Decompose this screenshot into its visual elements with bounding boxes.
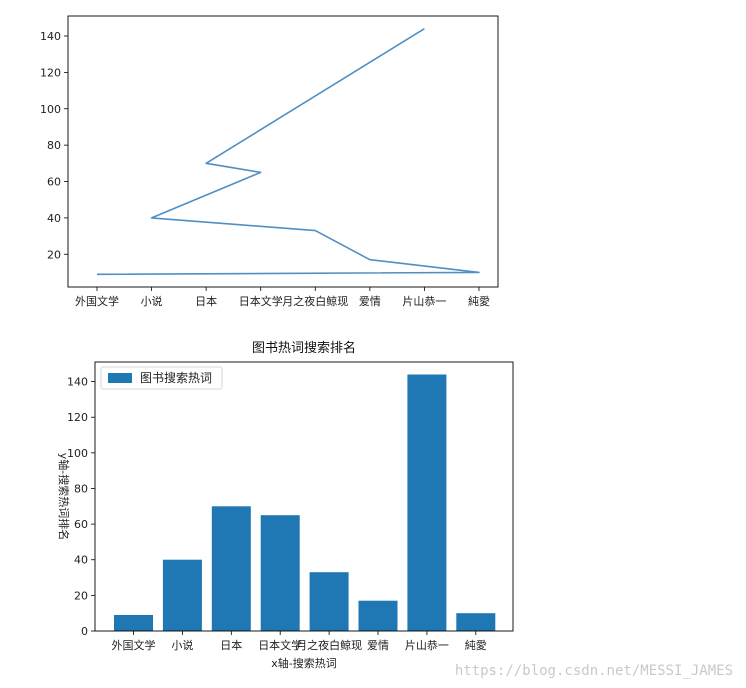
y-tick-label: 40: [74, 554, 88, 567]
bar: [456, 613, 496, 631]
y-tick-label: 120: [40, 66, 61, 79]
y-tick-label: 140: [40, 30, 61, 43]
y-tick-label: 80: [74, 482, 88, 495]
x-tick-label: 小说: [141, 294, 163, 308]
y-tick-label: 20: [74, 589, 88, 602]
x-tick-label: 片山恭一: [402, 295, 446, 308]
x-tick-label: 日本: [195, 294, 217, 308]
x-tick-label: 片山恭一: [405, 639, 449, 652]
plot-frame: [94, 361, 514, 632]
bar: [309, 572, 349, 631]
legend-box: [100, 366, 223, 390]
y-axis-label: y轴-搜索热词排名: [57, 453, 71, 540]
x-tick-label: 外国文学: [112, 638, 156, 652]
line-chart: 20 40 60 80 100 120 140 外国文学 小说 日本 日本文学 月之夜白鲸现 爱情 片山恭…: [40, 15, 499, 308]
x-tick-label: 純愛: [468, 295, 490, 308]
bar: [407, 374, 447, 631]
x-tick-label: 外国文学: [75, 294, 119, 308]
line-series: [96, 28, 480, 276]
x-tick-label: 月之夜白鲸现: [282, 294, 348, 308]
x-tick-label: 爱情: [367, 639, 389, 652]
bar: [358, 600, 398, 631]
plot-frame: [67, 15, 499, 288]
x-tick-label: 純愛: [465, 639, 487, 652]
x-tick-label: 小说: [171, 638, 193, 652]
y-tick-label: 120: [67, 411, 88, 424]
y-tick-label: 20: [47, 248, 61, 261]
y-tick-label: 140: [67, 376, 88, 389]
y-tick-label: 0: [81, 625, 88, 638]
y-tick-label: 60: [74, 518, 88, 531]
legend-label: 图书搜索热词: [140, 370, 212, 385]
x-tick-label: 日本: [220, 638, 242, 652]
x-tick-label: 日本文学: [258, 638, 302, 652]
watermark: https://blog.csdn.net/MESSI_JAMES: [455, 663, 733, 679]
y-tick-label: 40: [47, 212, 61, 225]
chart-title: 图书热词搜索排名: [252, 340, 356, 356]
y-tick-label: 100: [40, 103, 61, 116]
x-tick-label: 日本文学: [239, 294, 283, 308]
y-tick-label: 100: [67, 447, 88, 460]
bar: [260, 515, 300, 631]
bar: [211, 506, 251, 631]
bar: [162, 559, 202, 631]
x-tick-label: 爱情: [359, 295, 381, 308]
legend-swatch: [108, 373, 132, 383]
x-axis-label: x轴-搜索热词: [271, 656, 336, 670]
y-tick-label: 60: [47, 176, 61, 189]
legend: 图书搜索热词: [100, 366, 223, 390]
x-tick-label: 月之夜白鲸现: [296, 638, 362, 652]
bar: [114, 615, 153, 631]
y-tick-label: 80: [47, 139, 61, 152]
